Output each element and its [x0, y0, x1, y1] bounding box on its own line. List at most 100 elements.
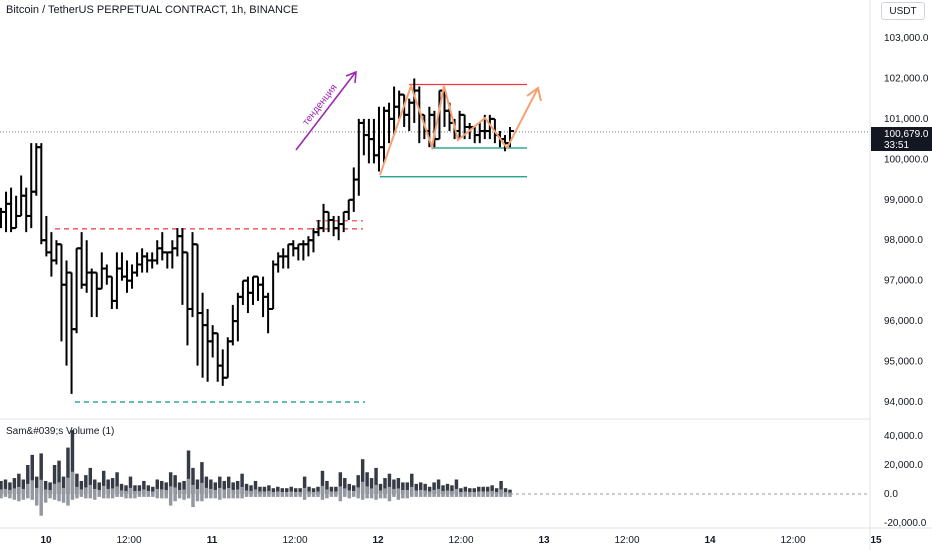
volume-bar-inner	[285, 491, 289, 494]
volume-bar-negative	[477, 494, 481, 497]
volume-bar-inner	[26, 483, 30, 494]
volume-bar-negative	[34, 494, 39, 506]
volume-bar-negative	[30, 494, 34, 500]
volume-bar-negative	[454, 494, 459, 497]
volume-bar-inner	[75, 486, 79, 494]
volume-bar-negative	[3, 494, 8, 497]
volume-bar-inner	[311, 491, 316, 494]
volume-bar-negative	[88, 494, 93, 499]
volume-bar	[226, 476, 231, 494]
trend-arrow-head	[345, 70, 357, 84]
volume-bar	[481, 486, 485, 494]
volume-bar	[387, 473, 392, 494]
currency-button[interactable]: USDT	[881, 2, 925, 20]
trend-annotation[interactable]: тенденция	[301, 82, 340, 128]
time-tick-label: 10	[40, 535, 52, 546]
volume-bar	[200, 462, 204, 494]
volume-bar-inner	[405, 489, 410, 494]
volume-bar	[164, 482, 168, 494]
volume-bar	[124, 485, 128, 494]
volume-bar	[168, 472, 173, 494]
time-tick-label: 12:00	[282, 535, 307, 546]
volume-bar	[418, 482, 423, 494]
time-tick-label: 13	[538, 535, 550, 546]
volume-bar-negative	[365, 494, 369, 499]
volume-bar	[0, 480, 3, 494]
volume-bar-negative	[226, 494, 231, 499]
volume-bar	[392, 479, 396, 494]
volume-bar-inner	[302, 487, 307, 494]
volume-bar	[289, 486, 293, 494]
volume-bar	[432, 482, 436, 494]
volume-bar-inner	[477, 491, 481, 494]
volume-bar-inner	[481, 491, 485, 494]
volume-bar-inner	[329, 491, 334, 494]
volume-bar-inner	[472, 491, 477, 494]
volume-bar	[213, 482, 218, 494]
volume-bar-inner	[249, 490, 253, 494]
price-tick-label: 102,000.0	[884, 73, 929, 84]
volume-bar-negative	[164, 494, 168, 499]
volume-bars	[0, 430, 870, 516]
volume-bar	[401, 482, 405, 494]
volume-bar	[191, 467, 195, 494]
volume-bar-inner	[298, 491, 302, 494]
volume-bar	[235, 480, 240, 494]
volume-bar	[383, 478, 387, 494]
volume-bar-inner	[209, 488, 213, 494]
volume-bar-inner	[414, 490, 418, 494]
volume-bar-inner	[325, 489, 329, 494]
time-tick-label: 12:00	[116, 535, 141, 546]
volume-bar-negative	[396, 494, 401, 500]
time-tick-label: 12:00	[448, 535, 473, 546]
volume-bar	[43, 480, 48, 494]
volume-bar-inner	[106, 488, 110, 494]
volume-bar	[374, 467, 378, 494]
volume-bar	[468, 488, 472, 494]
volume-bar-negative	[66, 494, 70, 506]
chart-title: Bitcoin / TetherUS PERPETUAL CONTRACT, 1…	[6, 4, 299, 16]
volume-bar-negative	[436, 494, 441, 497]
volume-bar-negative	[503, 494, 508, 497]
volume-bar-inner	[195, 488, 200, 494]
volume-bar-inner	[240, 486, 244, 494]
volume-bar	[128, 476, 133, 494]
volume-bar	[151, 486, 155, 494]
volume-bar-inner	[436, 488, 441, 494]
volume-bar-inner	[213, 489, 218, 494]
volume-bar	[450, 485, 454, 494]
projection-path[interactable]	[379, 82, 539, 176]
volume-bar-inner	[177, 489, 182, 494]
volume-bar	[325, 480, 329, 494]
volume-bar-inner	[30, 480, 34, 494]
volume-bar-negative	[137, 494, 142, 497]
volume-bar-negative	[414, 494, 418, 497]
trend-arrow-line[interactable]	[295, 72, 356, 151]
volume-bar	[70, 430, 75, 494]
volume-bar-negative	[0, 494, 3, 499]
volume-bar	[285, 488, 289, 494]
volume-bar-negative	[459, 494, 463, 497]
volume-bar-negative	[343, 494, 347, 497]
volume-bar	[26, 465, 30, 494]
price-axis-ticks: 94,000.0 95,000.0 96,000.0 97,000.0 98,000.0…	[884, 33, 929, 408]
volume-bar-negative	[472, 494, 477, 497]
volume-bar	[34, 476, 39, 494]
volume-bar-negative	[499, 494, 503, 497]
volume-bar-inner	[0, 489, 3, 494]
volume-bar	[84, 475, 88, 494]
volume-bar	[133, 485, 137, 494]
volume-bar-negative	[155, 494, 160, 499]
volume-bar-negative	[209, 494, 213, 499]
volume-bar-negative	[494, 494, 499, 497]
volume-bar-negative	[21, 494, 26, 500]
volume-bar-inner	[356, 487, 360, 494]
volume-bar-inner	[289, 491, 293, 494]
volume-bar	[293, 488, 298, 494]
volume-bar-inner	[70, 471, 75, 494]
volume-bar	[97, 482, 101, 494]
volume-indicator-title[interactable]: Sam&#039;s Volume (1)	[6, 426, 115, 437]
volume-bar-negative	[173, 494, 177, 502]
volume-bar-inner	[119, 490, 124, 494]
